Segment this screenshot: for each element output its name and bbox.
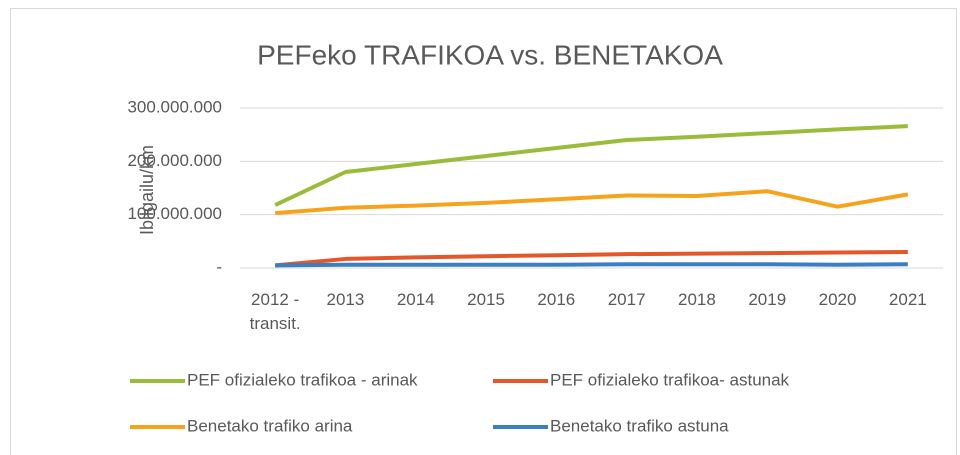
series-line — [274, 124, 908, 207]
x-tick-label: 2018 — [678, 290, 716, 309]
x-tick-label: 2019 — [748, 290, 787, 309]
legend-label: PEF ofizialeko trafikoa - arinak — [187, 370, 418, 389]
x-tick-label: 2021 — [888, 290, 927, 309]
x-tick-label: 2014 — [396, 290, 435, 309]
x-tick-label: 2020 — [818, 290, 857, 309]
legend-label: Benetako trafiko arina — [187, 416, 353, 435]
y-tick-label: 200.000.000 — [127, 151, 222, 170]
x-tick-label: 2016 — [537, 290, 576, 309]
x-tick-label: 2012 - transit. — [249, 290, 301, 333]
series-line — [274, 189, 909, 216]
series-line — [274, 250, 908, 268]
x-tick-label: 2013 — [326, 290, 365, 309]
legend-label: Benetako trafiko astuna — [550, 416, 729, 435]
y-tick-label: 300.000.000 — [127, 97, 222, 116]
y-tick-label: 100.000.000 — [127, 204, 222, 223]
x-tick-label: 2015 — [467, 290, 505, 309]
legend-label: PEF ofizialeko trafikoa- astunak — [550, 370, 790, 389]
y-axis-label: Ibilgailu/km — [137, 145, 157, 235]
series-line — [275, 262, 908, 268]
x-tick-label: 2017 — [607, 290, 646, 309]
y-tick-label: - — [216, 257, 222, 276]
chart-title: PEFeko TRAFIKOA vs. BENETAKOA — [257, 39, 723, 70]
